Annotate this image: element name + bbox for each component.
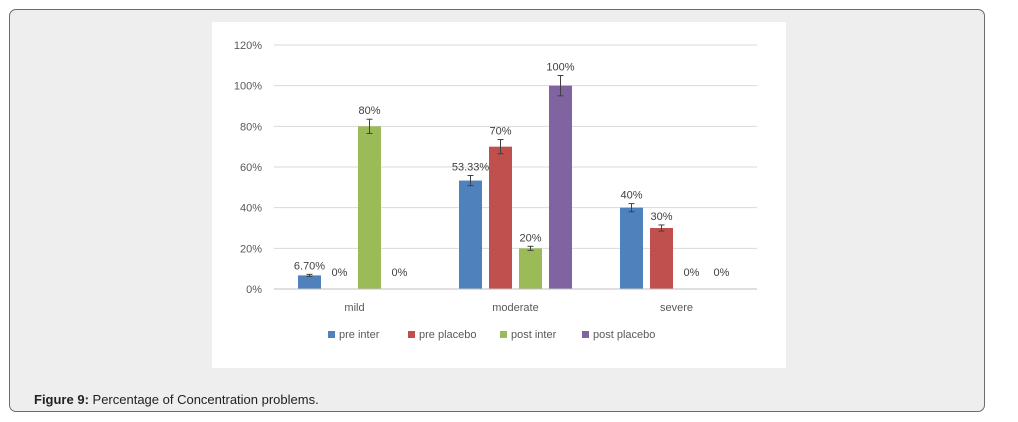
- y-tick-label: 20%: [240, 243, 262, 255]
- bar: [549, 85, 572, 289]
- figure-caption: Figure 9: Percentage of Concentration pr…: [34, 392, 319, 407]
- y-tick-label: 0%: [246, 284, 262, 296]
- y-tick-label: 120%: [234, 40, 262, 52]
- legend-label: post inter: [511, 329, 557, 341]
- legend-swatch: [328, 331, 335, 338]
- y-tick-label: 60%: [240, 162, 262, 174]
- data-label: 6.70%: [294, 260, 325, 272]
- x-tick-label: moderate: [492, 302, 538, 314]
- data-label: 40%: [620, 190, 642, 202]
- data-label: 80%: [358, 105, 380, 117]
- y-tick-label: 100%: [234, 81, 262, 93]
- bar: [358, 126, 381, 289]
- y-tick-label: 40%: [240, 203, 262, 215]
- data-label: 0%: [392, 267, 408, 279]
- legend-swatch: [582, 331, 589, 338]
- legend-swatch: [408, 331, 415, 338]
- bar: [298, 275, 321, 289]
- chart-panel: 0% 20% 40% 60% 80% 100% 120% 6.70% 0% 80% 0% mild 53…: [212, 22, 786, 368]
- x-tick-label: severe: [660, 302, 693, 314]
- y-tick-label: 80%: [240, 121, 262, 133]
- data-label: 20%: [519, 232, 541, 244]
- bar: [620, 207, 643, 289]
- data-label: 30%: [650, 211, 672, 223]
- legend-label: pre inter: [339, 329, 380, 341]
- bar: [459, 180, 482, 289]
- chart: 0% 20% 40% 60% 80% 100% 120% 6.70% 0% 80% 0% mild 53…: [234, 40, 757, 341]
- data-label: 0%: [714, 267, 730, 279]
- legend-label: pre placebo: [419, 329, 477, 341]
- bar: [650, 228, 673, 289]
- data-label: 0%: [684, 267, 700, 279]
- figure-label: Figure 9:: [34, 392, 89, 407]
- data-label: 70%: [489, 126, 511, 138]
- data-label: 0%: [332, 267, 348, 279]
- x-tick-label: mild: [344, 302, 364, 314]
- legend-swatch: [500, 331, 507, 338]
- bar: [489, 146, 512, 289]
- bar: [519, 248, 542, 289]
- figure-text: Percentage of Concentration problems.: [88, 392, 319, 407]
- data-label: 100%: [546, 62, 574, 74]
- legend-label: post placebo: [593, 329, 655, 341]
- data-label: 53.33%: [452, 161, 490, 173]
